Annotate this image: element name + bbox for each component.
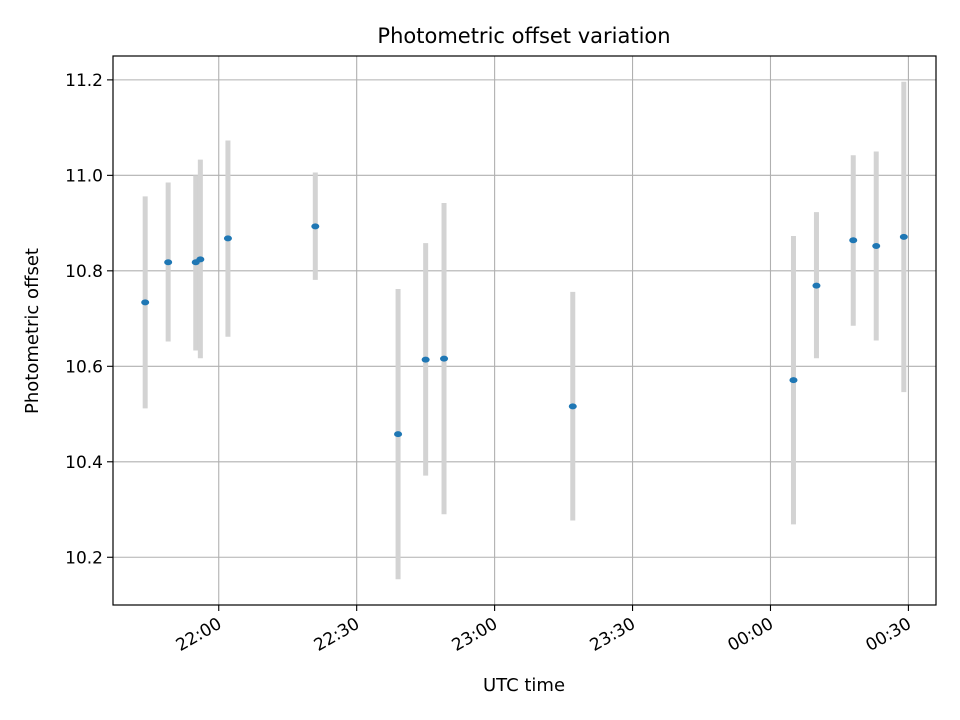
data-point [141,299,150,306]
data-point [196,256,205,263]
data-point [440,355,449,362]
y-tick-label: 10.2 [65,548,103,568]
y-tick-label: 11.0 [65,166,103,186]
y-tick-label: 10.6 [65,357,103,377]
y-tick-label: 10.4 [65,453,103,473]
y-axis-title: Photometric offset [22,248,43,414]
chart-title: Photometric offset variation [377,24,670,48]
data-point [899,233,908,240]
y-axis-ticks: 10.2 10.4 10.6 10.8 11.0 11.2 [65,71,113,568]
data-point [849,237,858,244]
data-point [164,259,173,266]
y-tick-label: 11.2 [65,71,103,91]
grid-lines [113,56,936,605]
data-point [394,431,403,438]
data-point [789,377,798,384]
y-tick-label: 10.8 [65,262,103,282]
data-point [223,235,232,242]
data-point [421,356,430,363]
data-point [568,403,577,410]
data-points [141,223,908,438]
x-axis-title: UTC time [483,675,565,696]
data-point [812,282,821,289]
data-point [311,223,320,230]
plot-frame [112,55,937,606]
data-point [872,243,881,250]
